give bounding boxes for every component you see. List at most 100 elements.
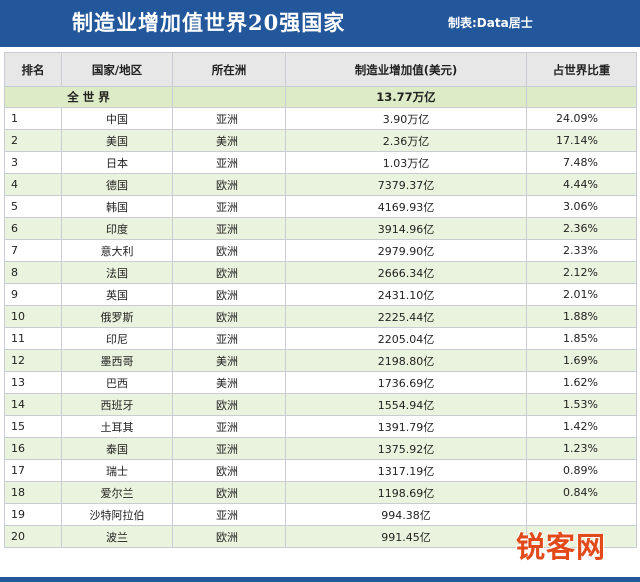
column-header-value: 制造业增加值(美元) <box>285 52 527 87</box>
value-cell: 3914.96亿 <box>285 217 527 240</box>
value-cell: 2666.34亿 <box>285 261 527 284</box>
continent-cell: 亚洲 <box>172 503 286 526</box>
table-row: 10 俄罗斯 欧洲 2225.44亿 1.88% <box>4 305 637 328</box>
continent-cell: 亚洲 <box>172 151 286 174</box>
table-row: 19 沙特阿拉伯 亚洲 994.38亿 <box>4 503 637 526</box>
table-row: 7 意大利 欧洲 2979.90亿 2.33% <box>4 239 637 262</box>
table-row: 11 印尼 亚洲 2205.04亿 1.85% <box>4 327 637 350</box>
value-cell: 991.45亿 <box>285 525 527 548</box>
continent-cell: 欧洲 <box>172 305 286 328</box>
value-cell: 994.38亿 <box>285 503 527 526</box>
continent-cell: 亚洲 <box>172 437 286 460</box>
value-cell: 2225.44亿 <box>285 305 527 328</box>
rank-cell: 18 <box>4 481 62 504</box>
share-cell: 1.69% <box>526 349 637 372</box>
value-cell: 2431.10亿 <box>285 283 527 306</box>
country-cell: 西班牙 <box>61 393 173 416</box>
share-cell: 1.42% <box>526 415 637 438</box>
rank-cell: 3 <box>4 151 62 174</box>
value-cell: 2979.90亿 <box>285 239 527 262</box>
continent-cell: 亚洲 <box>172 415 286 438</box>
country-cell: 俄罗斯 <box>61 305 173 328</box>
column-header-continent: 所在洲 <box>172 52 286 87</box>
country-cell: 巴西 <box>61 371 173 394</box>
watermark-logo: 锐客网 <box>516 530 607 564</box>
page-title: 制造业增加值世界20强国家 <box>72 10 346 35</box>
rank-cell: 17 <box>4 459 62 482</box>
country-cell: 日本 <box>61 151 173 174</box>
table-row: 20 波兰 欧洲 991.45亿 <box>4 525 637 548</box>
table-row: 16 泰国 亚洲 1375.92亿 1.23% <box>4 437 637 460</box>
continent-cell: 欧洲 <box>172 393 286 416</box>
country-cell: 瑞士 <box>61 459 173 482</box>
share-cell: 17.14% <box>526 129 637 152</box>
country-cell: 意大利 <box>61 239 173 262</box>
rank-cell: 9 <box>4 283 62 306</box>
rank-cell: 20 <box>4 525 62 548</box>
continent-cell: 亚洲 <box>172 195 286 218</box>
value-cell: 1736.69亿 <box>285 371 527 394</box>
value-cell: 1.03万亿 <box>285 151 527 174</box>
rank-cell: 15 <box>4 415 62 438</box>
country-cell: 韩国 <box>61 195 173 218</box>
share-cell: 1.23% <box>526 437 637 460</box>
continent-cell: 欧洲 <box>172 173 286 196</box>
value-cell: 1375.92亿 <box>285 437 527 460</box>
rank-cell: 13 <box>4 371 62 394</box>
rank-cell: 7 <box>4 239 62 262</box>
table-row: 8 法国 欧洲 2666.34亿 2.12% <box>4 261 637 284</box>
share-cell: 24.09% <box>526 107 637 130</box>
value-cell: 2205.04亿 <box>285 327 527 350</box>
value-cell: 1554.94亿 <box>285 393 527 416</box>
share-cell <box>526 503 637 526</box>
value-cell: 7379.37亿 <box>285 173 527 196</box>
share-cell: 2.12% <box>526 261 637 284</box>
continent-cell: 欧洲 <box>172 283 286 306</box>
continent-cell: 美洲 <box>172 349 286 372</box>
country-cell: 英国 <box>61 283 173 306</box>
continent-cell: 亚洲 <box>172 107 286 130</box>
value-cell: 2.36万亿 <box>285 129 527 152</box>
continent-cell: 欧洲 <box>172 239 286 262</box>
world-value: 13.77万亿 <box>285 86 527 108</box>
rank-cell: 5 <box>4 195 62 218</box>
country-cell: 印尼 <box>61 327 173 350</box>
bottom-bar <box>0 577 640 582</box>
rank-cell: 1 <box>4 107 62 130</box>
share-cell: 4.44% <box>526 173 637 196</box>
table-row: 3 日本 亚洲 1.03万亿 7.48% <box>4 151 637 174</box>
table-row: 14 西班牙 欧洲 1554.94亿 1.53% <box>4 393 637 416</box>
share-cell <box>526 525 637 548</box>
continent-cell: 欧洲 <box>172 261 286 284</box>
world-total-row: 全 世 界 13.77万亿 <box>4 86 637 108</box>
rank-cell: 12 <box>4 349 62 372</box>
column-header-share: 占世界比重 <box>526 52 637 87</box>
country-cell: 墨西哥 <box>61 349 173 372</box>
value-cell: 4169.93亿 <box>285 195 527 218</box>
value-cell: 3.90万亿 <box>285 107 527 130</box>
rank-cell: 11 <box>4 327 62 350</box>
continent-cell: 欧洲 <box>172 525 286 548</box>
rank-cell: 6 <box>4 217 62 240</box>
continent-cell: 美洲 <box>172 129 286 152</box>
world-label: 全 世 界 <box>4 86 173 108</box>
continent-cell: 欧洲 <box>172 459 286 482</box>
country-cell: 波兰 <box>61 525 173 548</box>
value-cell: 1198.69亿 <box>285 481 527 504</box>
value-cell: 1317.19亿 <box>285 459 527 482</box>
table-row: 1 中国 亚洲 3.90万亿 24.09% <box>4 107 637 130</box>
share-cell: 2.33% <box>526 239 637 262</box>
rank-cell: 10 <box>4 305 62 328</box>
ranking-table: 排名 国家/地区 所在洲 制造业增加值(美元) 占世界比重 全 世 界 13.7… <box>4 52 637 548</box>
share-cell: 1.88% <box>526 305 637 328</box>
table-row: 4 德国 欧洲 7379.37亿 4.44% <box>4 173 637 196</box>
table-row: 17 瑞士 欧洲 1317.19亿 0.89% <box>4 459 637 482</box>
rank-cell: 14 <box>4 393 62 416</box>
continent-cell: 亚洲 <box>172 327 286 350</box>
value-cell: 1391.79亿 <box>285 415 527 438</box>
table-row: 15 土耳其 亚洲 1391.79亿 1.42% <box>4 415 637 438</box>
rank-cell: 4 <box>4 173 62 196</box>
rank-cell: 2 <box>4 129 62 152</box>
continent-cell: 亚洲 <box>172 217 286 240</box>
